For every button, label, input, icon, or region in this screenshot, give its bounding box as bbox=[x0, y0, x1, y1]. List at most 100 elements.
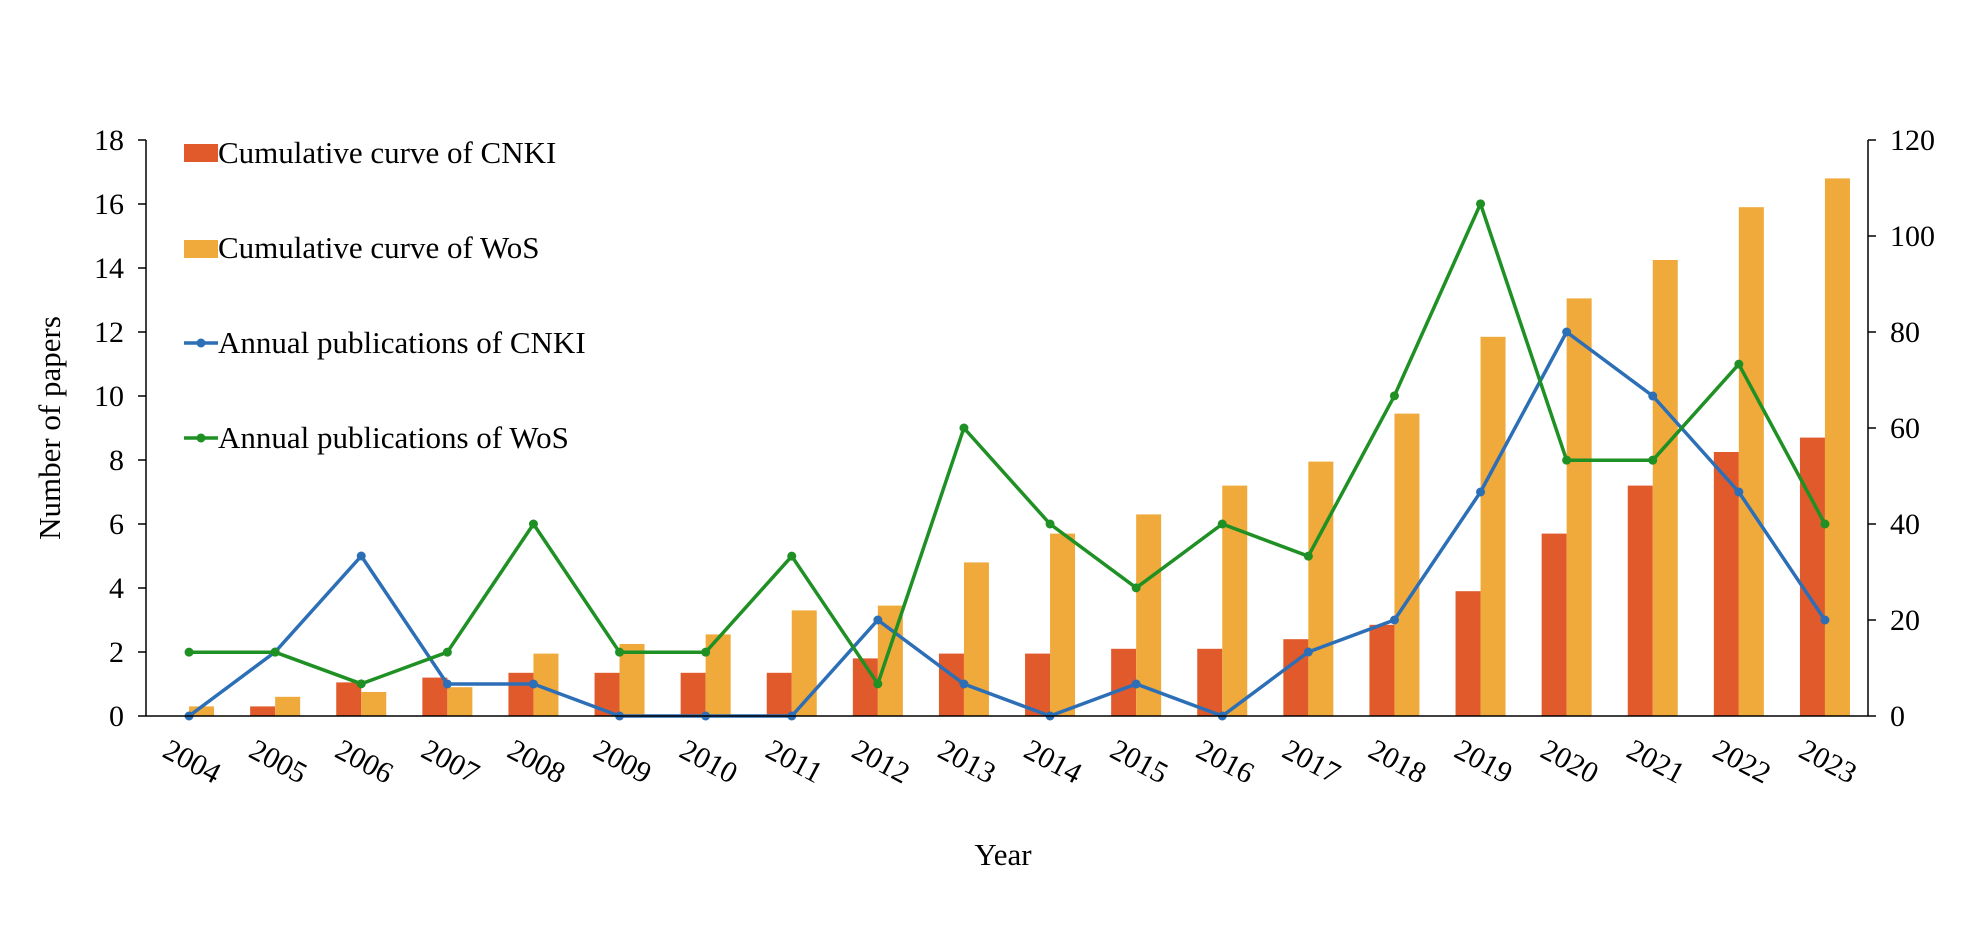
legend: Cumulative curve of CNKI Cumulative curv… bbox=[184, 135, 586, 455]
point-annual-publications-of-cnki-2017 bbox=[1303, 647, 1313, 657]
point-annual-publications-of-wos-2019 bbox=[1476, 199, 1486, 209]
y-tick-label: 14 bbox=[94, 252, 124, 285]
bar-cumulative-curve-of-cnki-2018 bbox=[1369, 624, 1395, 716]
x-tick-label: 2019 bbox=[1449, 733, 1517, 790]
point-annual-publications-of-wos-2010 bbox=[701, 647, 711, 657]
point-annual-publications-of-cnki-2021 bbox=[1648, 391, 1658, 401]
line-annual-publications-of-wos bbox=[189, 202, 1827, 686]
x-tick-label: 2021 bbox=[1621, 733, 1689, 790]
y-axis-title: Number of papers bbox=[32, 316, 67, 540]
y-tick-label: 4 bbox=[109, 572, 124, 605]
point-annual-publications-of-wos-2022 bbox=[1734, 359, 1744, 369]
point-annual-publications-of-cnki-2012 bbox=[873, 615, 883, 625]
bar-cumulative-curve-of-cnki-2021 bbox=[1627, 485, 1653, 716]
legend-label-wos-annual: Annual publications of WoS bbox=[218, 420, 569, 455]
point-annual-publications-of-cnki-2022 bbox=[1734, 487, 1744, 497]
legend-item-wos-annual: Annual publications of WoS bbox=[184, 420, 569, 455]
legend-item-cnki-cumulative: Cumulative curve of CNKI bbox=[184, 135, 556, 170]
y2-tick-label: 60 bbox=[1890, 412, 1920, 445]
point-annual-publications-of-cnki-2020 bbox=[1562, 327, 1572, 337]
x-tick-label: 2023 bbox=[1794, 733, 1862, 790]
bar-cumulative-curve-of-wos-2004 bbox=[189, 706, 215, 716]
point-annual-publications-of-wos-2006 bbox=[356, 679, 366, 689]
point-annual-publications-of-cnki-2018 bbox=[1389, 615, 1399, 625]
legend-swatch-cnki-cumulative bbox=[184, 144, 218, 162]
y2-tick-label: 20 bbox=[1890, 604, 1920, 637]
bar-cumulative-curve-of-wos-2014 bbox=[1050, 533, 1076, 716]
point-annual-publications-of-wos-2021 bbox=[1648, 455, 1658, 465]
y-tick-label: 10 bbox=[94, 380, 124, 413]
y2-tick-label: 80 bbox=[1890, 316, 1920, 349]
line-annual-publications-of-cnki bbox=[188, 330, 1827, 718]
legend-label-cnki-cumulative: Cumulative curve of CNKI bbox=[218, 135, 556, 170]
bar-cumulative-curve-of-wos-2020 bbox=[1566, 298, 1592, 716]
x-tick-label: 2016 bbox=[1191, 733, 1259, 790]
legend-marker-cnki-annual bbox=[196, 338, 206, 348]
y2-tick-label: 40 bbox=[1890, 508, 1920, 541]
x-tick-label: 2012 bbox=[847, 733, 915, 790]
legend-item-wos-cumulative: Cumulative curve of WoS bbox=[184, 230, 540, 265]
y2-tick-label: 120 bbox=[1890, 124, 1935, 157]
bar-cumulative-curve-of-cnki-2006 bbox=[336, 682, 362, 716]
bar-cumulative-curve-of-wos-2009 bbox=[619, 644, 645, 716]
bar-cumulative-curve-of-wos-2021 bbox=[1652, 260, 1678, 716]
bar-cumulative-curve-of-cnki-2022 bbox=[1713, 452, 1739, 716]
point-annual-publications-of-wos-2016 bbox=[1217, 519, 1227, 529]
point-annual-publications-of-wos-2015 bbox=[1131, 583, 1141, 593]
x-tick-label: 2010 bbox=[674, 733, 742, 790]
bar-cumulative-curve-of-wos-2023 bbox=[1824, 178, 1850, 716]
x-tick-label: 2011 bbox=[760, 733, 827, 790]
point-annual-publications-of-wos-2018 bbox=[1389, 391, 1399, 401]
point-annual-publications-of-wos-2020 bbox=[1562, 455, 1572, 465]
bar-cumulative-curve-of-cnki-2005 bbox=[250, 706, 276, 716]
point-annual-publications-of-wos-2004 bbox=[184, 647, 194, 657]
y-tick-label: 8 bbox=[109, 444, 124, 477]
bar-cumulative-curve-of-wos-2016 bbox=[1222, 485, 1248, 716]
point-annual-publications-of-wos-2012 bbox=[873, 679, 883, 689]
x-tick-label: 2009 bbox=[588, 733, 656, 790]
point-annual-publications-of-cnki-2007 bbox=[442, 679, 452, 689]
x-tick-label: 2006 bbox=[330, 733, 398, 790]
x-tick-label: 2015 bbox=[1105, 733, 1173, 790]
bar-cumulative-curve-of-cnki-2010 bbox=[680, 672, 706, 716]
point-annual-publications-of-wos-2005 bbox=[270, 647, 280, 657]
bar-cumulative-curve-of-wos-2017 bbox=[1308, 461, 1334, 716]
y-tick-label: 12 bbox=[94, 316, 124, 349]
x-axis-title: Year bbox=[974, 837, 1032, 872]
legend-item-cnki-annual: Annual publications of CNKI bbox=[184, 325, 586, 360]
x-tick-label: 2018 bbox=[1363, 733, 1431, 790]
bar-cumulative-curve-of-cnki-2016 bbox=[1197, 648, 1223, 716]
bar-cumulative-curve-of-cnki-2020 bbox=[1541, 533, 1567, 716]
point-annual-publications-of-cnki-2013 bbox=[959, 679, 969, 689]
y2-tick-label: 0 bbox=[1890, 700, 1905, 733]
y-tick-label: 2 bbox=[109, 636, 124, 669]
bar-cumulative-curve-of-wos-2007 bbox=[447, 687, 473, 716]
bar-cumulative-curve-of-cnki-2019 bbox=[1455, 591, 1481, 716]
x-tick-label: 2007 bbox=[416, 733, 484, 790]
point-annual-publications-of-wos-2023 bbox=[1820, 519, 1830, 529]
point-annual-publications-of-wos-2011 bbox=[787, 551, 797, 561]
x-tick-label: 2014 bbox=[1019, 733, 1087, 790]
point-annual-publications-of-wos-2007 bbox=[442, 647, 452, 657]
legend-marker-wos-annual bbox=[196, 433, 206, 443]
x-tick-label: 2013 bbox=[933, 733, 1001, 790]
bar-cumulative-curve-of-wos-2006 bbox=[361, 692, 387, 716]
y-tick-label: 18 bbox=[94, 124, 124, 157]
x-tick-label: 2005 bbox=[244, 733, 312, 790]
point-annual-publications-of-cnki-2023 bbox=[1820, 615, 1830, 625]
bar-cumulative-curve-of-wos-2005 bbox=[275, 696, 301, 716]
point-annual-publications-of-wos-2008 bbox=[528, 519, 538, 529]
x-tick-label: 2017 bbox=[1277, 733, 1345, 790]
bar-cumulative-curve-of-wos-2022 bbox=[1738, 207, 1764, 716]
bar-cumulative-curve-of-cnki-2014 bbox=[1025, 653, 1051, 716]
bar-cumulative-curve-of-cnki-2023 bbox=[1799, 437, 1825, 716]
point-annual-publications-of-cnki-2008 bbox=[528, 679, 538, 689]
point-annual-publications-of-wos-2014 bbox=[1045, 519, 1055, 529]
bar-cumulative-curve-of-wos-2018 bbox=[1394, 413, 1420, 716]
bar-cumulative-curve-of-wos-2019 bbox=[1480, 336, 1506, 716]
point-annual-publications-of-cnki-2015 bbox=[1131, 679, 1141, 689]
point-annual-publications-of-wos-2017 bbox=[1303, 551, 1313, 561]
legend-swatch-wos-cumulative bbox=[184, 240, 218, 258]
x-tick-label: 2022 bbox=[1708, 733, 1776, 790]
